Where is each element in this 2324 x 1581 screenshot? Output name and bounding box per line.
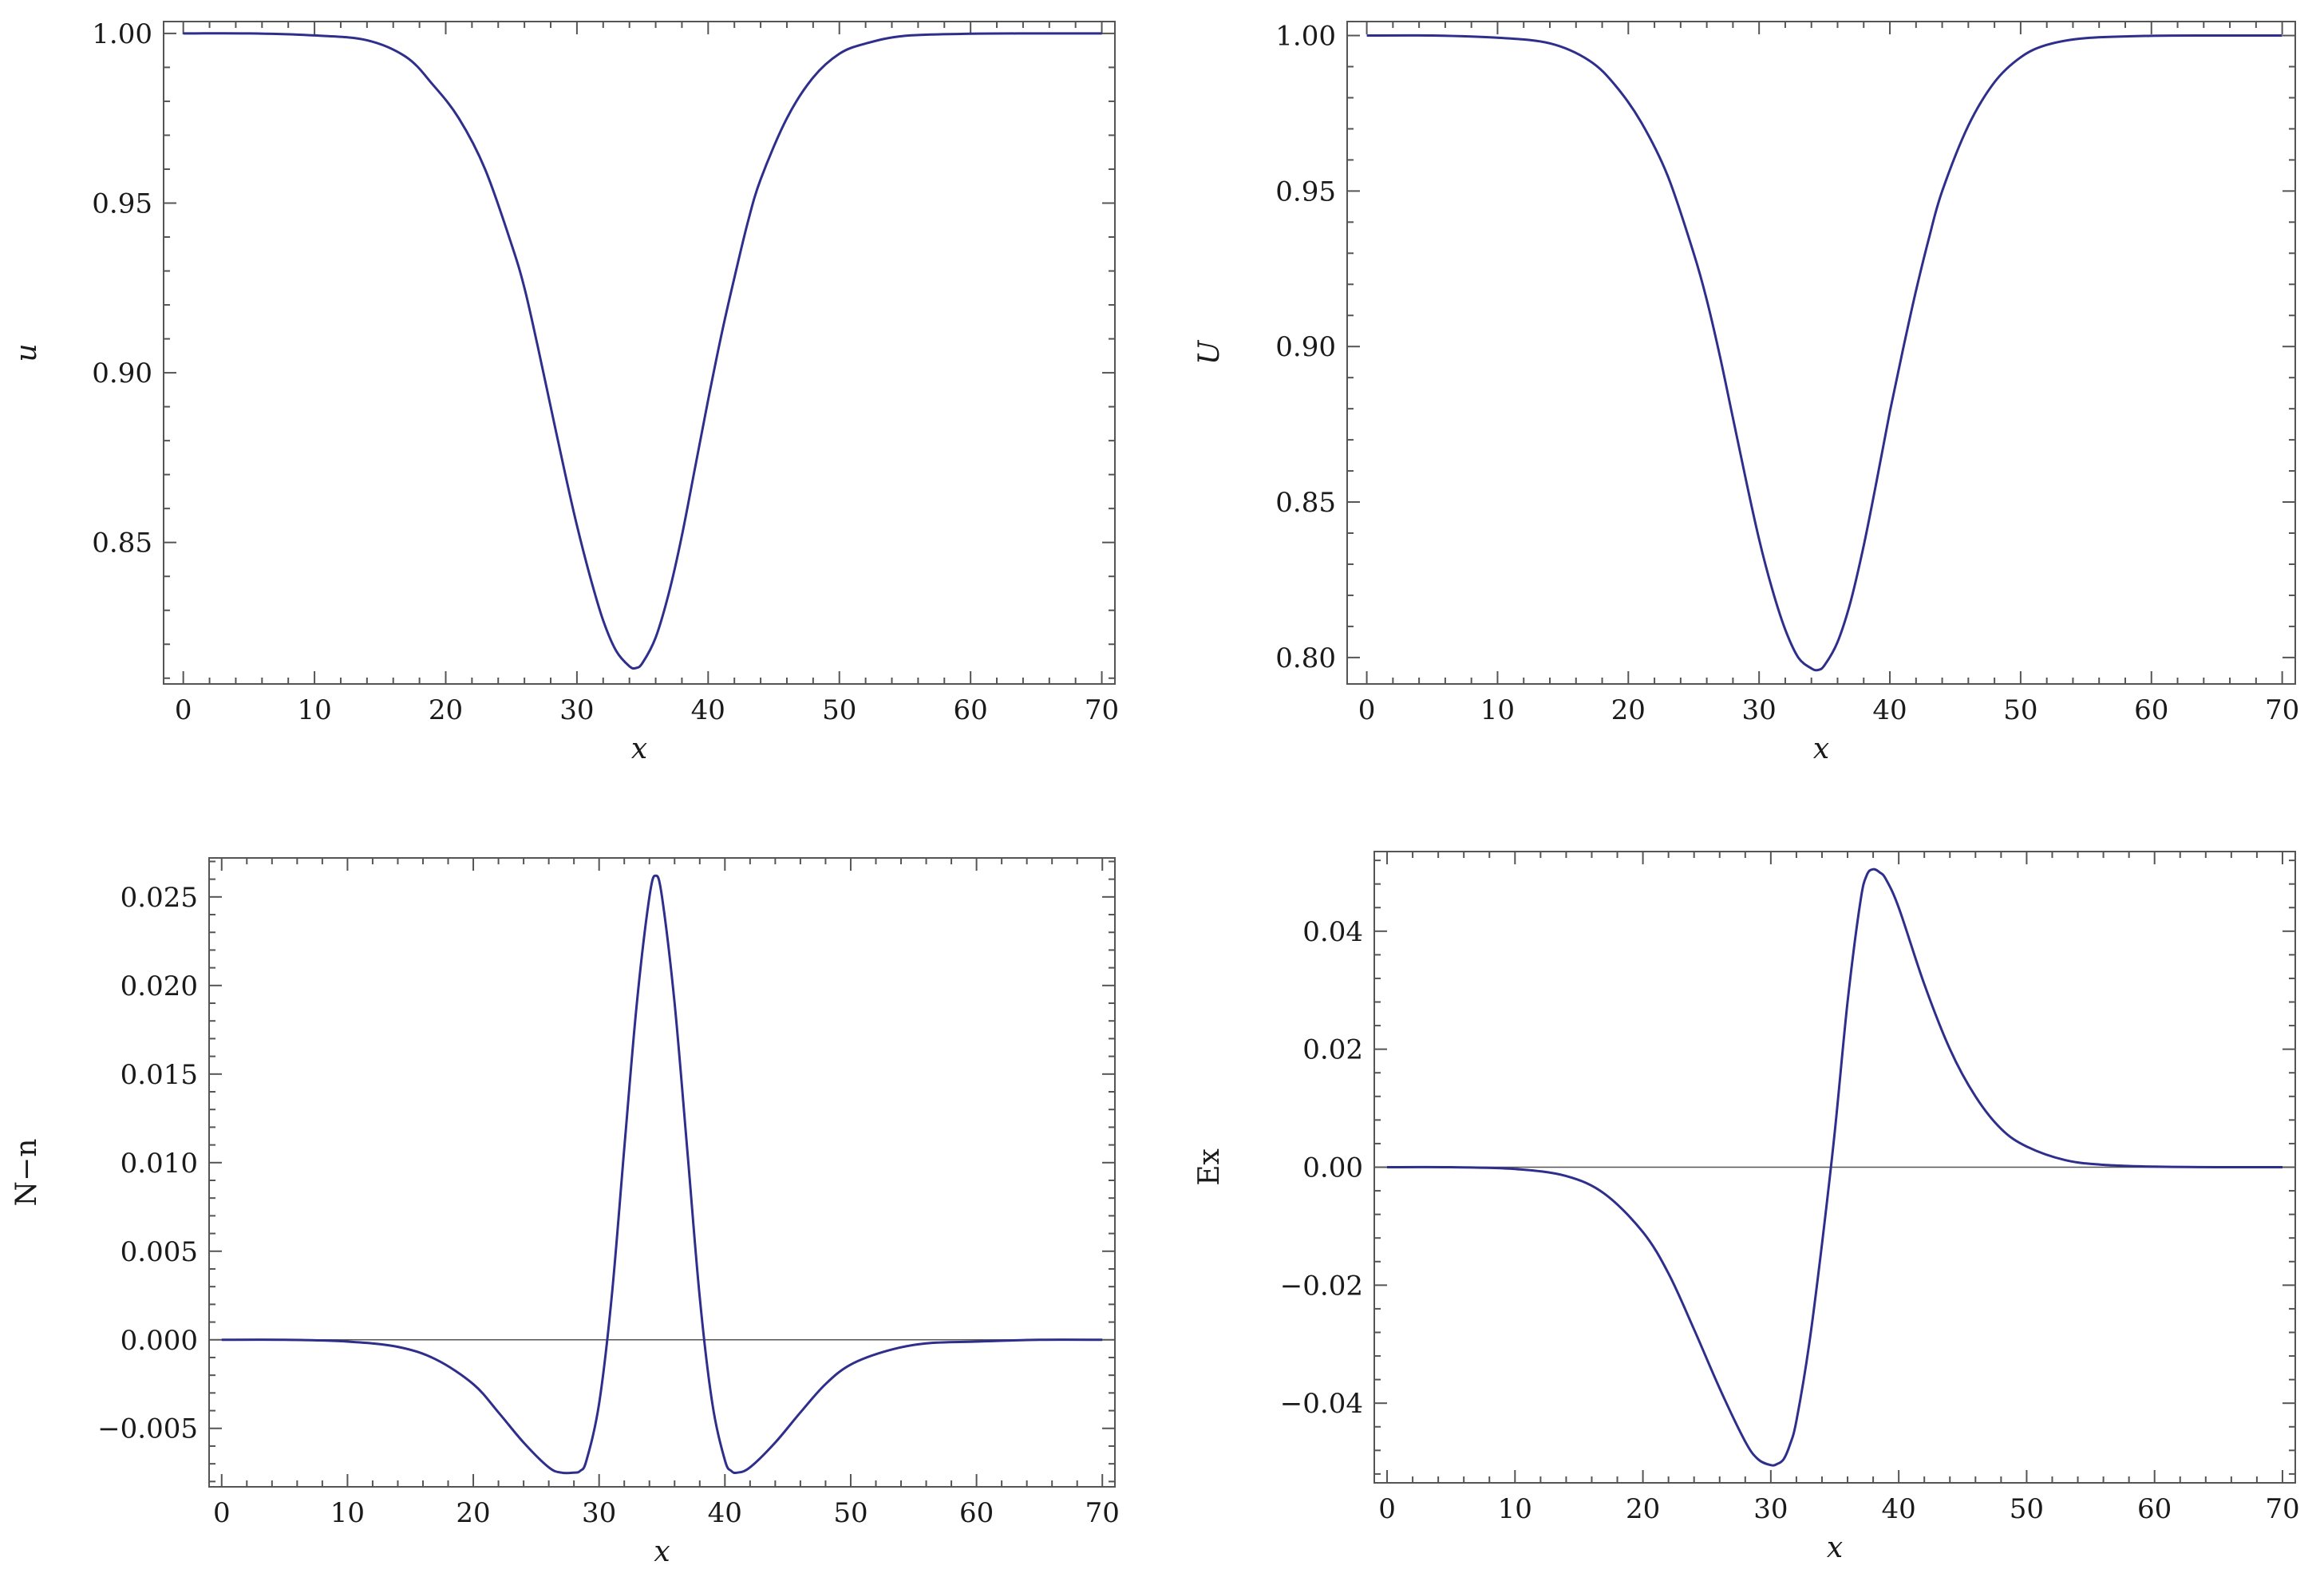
- x-tick-label: 70: [1085, 694, 1119, 726]
- plot-frame: [1346, 21, 2296, 685]
- panel-U: 0 10 20 30 40 50 60 70 0.80 0.85 0.90 0.95 1.00 x U: [1193, 21, 2299, 765]
- y-tick-label: 0.025: [121, 882, 198, 914]
- x-tick-label: 0: [1378, 1493, 1396, 1525]
- y-tick-label: −0.04: [1280, 1388, 1363, 1420]
- series-line: [221, 874, 1103, 1475]
- series-line: [1366, 34, 2282, 672]
- x-tick-label: 30: [559, 694, 594, 726]
- y-tick-label: 1.00: [1275, 21, 1336, 53]
- y-tick-label: −0.02: [1280, 1270, 1363, 1302]
- x-tick-label: 50: [822, 694, 856, 726]
- x-axis-label: x: [654, 1536, 670, 1568]
- x-tick-label: 0: [213, 1497, 231, 1529]
- panel-Ex: 0 10 20 30 40 50 60 70 −0.04 −0.02 0.00 0.02 0.04 x Ex: [1193, 851, 2300, 1564]
- y-tick-label: −0.005: [97, 1413, 198, 1445]
- plot-frame: [163, 21, 1116, 685]
- y-tick-label: 0.85: [92, 528, 152, 559]
- x-tick-label: 70: [1085, 1497, 1120, 1529]
- x-tick-label: 60: [2137, 1493, 2172, 1525]
- y-tick-label: 0.015: [121, 1059, 198, 1091]
- x-tick-label: 40: [708, 1497, 742, 1529]
- x-tick-label: 0: [175, 694, 192, 726]
- y-tick-label: 0.005: [121, 1236, 198, 1268]
- x-tick-label: 20: [429, 694, 463, 726]
- x-tick-label: 50: [2003, 694, 2037, 726]
- y-tick-label: 0.80: [1275, 642, 1336, 674]
- x-tick-label: 10: [330, 1497, 365, 1529]
- x-tick-label: 50: [833, 1497, 868, 1529]
- y-tick-label: 0.010: [121, 1148, 198, 1180]
- y-axis-label: N−n: [10, 1139, 43, 1207]
- x-axis-label: x: [631, 733, 647, 765]
- x-tick-label: 30: [1753, 1493, 1788, 1525]
- panel-u: 0 10 20 30 40 50 60 70 0.85 0.90 0.95 1.00 x u: [10, 18, 1119, 765]
- y-tick-label: 0.90: [1275, 331, 1336, 363]
- x-tick-label: 60: [959, 1497, 994, 1529]
- y-tick-label: 0.95: [1275, 176, 1336, 208]
- y-axis-label: U: [1193, 339, 1226, 365]
- x-tick-label: 10: [1480, 694, 1515, 726]
- panel-N-minus-n: 0 10 20 30 40 50 60 70 −0.005 0.000 0.005 0.010 0.01…: [10, 857, 1120, 1568]
- x-tick-label: 10: [1498, 1493, 1532, 1525]
- x-tick-label: 70: [2265, 1493, 2299, 1525]
- series-line: [1386, 868, 2283, 1467]
- y-tick-label: 0.90: [92, 358, 152, 389]
- x-tick-label: 10: [297, 694, 331, 726]
- x-tick-label: 20: [1626, 1493, 1660, 1525]
- x-tick-label: 50: [2010, 1493, 2044, 1525]
- y-axis-label: Ex: [1193, 1148, 1226, 1186]
- x-tick-label: 40: [691, 694, 725, 726]
- y-tick-label: 0.00: [1302, 1152, 1363, 1184]
- y-tick-label: 0.02: [1302, 1034, 1363, 1066]
- x-tick-label: 70: [2265, 694, 2299, 726]
- y-tick-label: 0.95: [92, 188, 152, 219]
- x-tick-label: 40: [1872, 694, 1907, 726]
- y-tick-label: 0.000: [121, 1325, 198, 1357]
- y-tick-label: 0.85: [1275, 487, 1336, 519]
- y-tick-label: 0.020: [121, 970, 198, 1002]
- x-tick-label: 30: [1742, 694, 1777, 726]
- x-tick-label: 40: [1882, 1493, 1916, 1525]
- x-axis-label: x: [1827, 1532, 1843, 1564]
- x-tick-label: 0: [1358, 694, 1376, 726]
- y-axis-label: u: [10, 343, 43, 362]
- x-tick-label: 20: [456, 1497, 490, 1529]
- series-line: [183, 32, 1102, 670]
- x-tick-label: 30: [582, 1497, 616, 1529]
- plot-frame: [208, 857, 1116, 1488]
- y-tick-label: 1.00: [92, 18, 152, 50]
- x-tick-label: 60: [2134, 694, 2168, 726]
- x-tick-label: 20: [1611, 694, 1646, 726]
- x-axis-label: x: [1813, 733, 1829, 765]
- x-tick-label: 60: [954, 694, 988, 726]
- y-tick-label: 0.04: [1302, 916, 1363, 948]
